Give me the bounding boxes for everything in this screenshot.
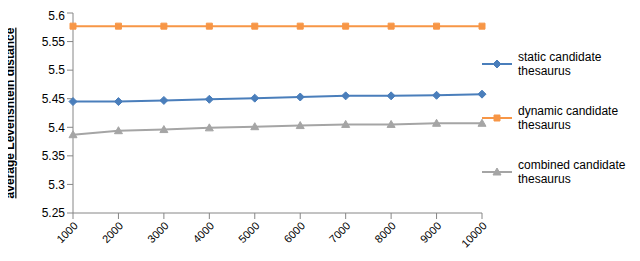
html-text:static candidate thesaurus: static candidate thesaurus [518, 49, 602, 78]
svg-text:2000: 2000 [100, 219, 126, 245]
svg-text:5000: 5000 [236, 219, 262, 245]
svg-text:1000: 1000 [54, 219, 80, 245]
svg-text:5.45: 5.45 [42, 92, 66, 106]
svg-text:7000: 7000 [327, 219, 353, 245]
svg-text:5.3: 5.3 [48, 178, 65, 192]
svg-text:9000: 9000 [418, 219, 444, 245]
svg-text:10000: 10000 [459, 219, 489, 249]
svg-text:8000: 8000 [372, 219, 398, 245]
svg-text:5.25: 5.25 [42, 206, 66, 220]
html-text:combined candidate thesaurus: combined candidate thesaurus [518, 157, 626, 186]
svg-text:5.5: 5.5 [48, 63, 65, 77]
svg-text:average Levenshtein distance: average Levenshtein distance [8, 27, 17, 198]
svg-text:3000: 3000 [145, 219, 171, 245]
svg-text:5.6: 5.6 [48, 9, 65, 23]
svg-text:6000: 6000 [281, 219, 307, 245]
svg-text:4000: 4000 [190, 219, 216, 245]
svg-text:5.55: 5.55 [42, 35, 66, 49]
svg-text:5.4: 5.4 [48, 121, 65, 135]
svg-text:5.35: 5.35 [42, 149, 66, 163]
html-text:dynamic candidate thesaurus: dynamic candidate thesaurus [518, 103, 619, 132]
